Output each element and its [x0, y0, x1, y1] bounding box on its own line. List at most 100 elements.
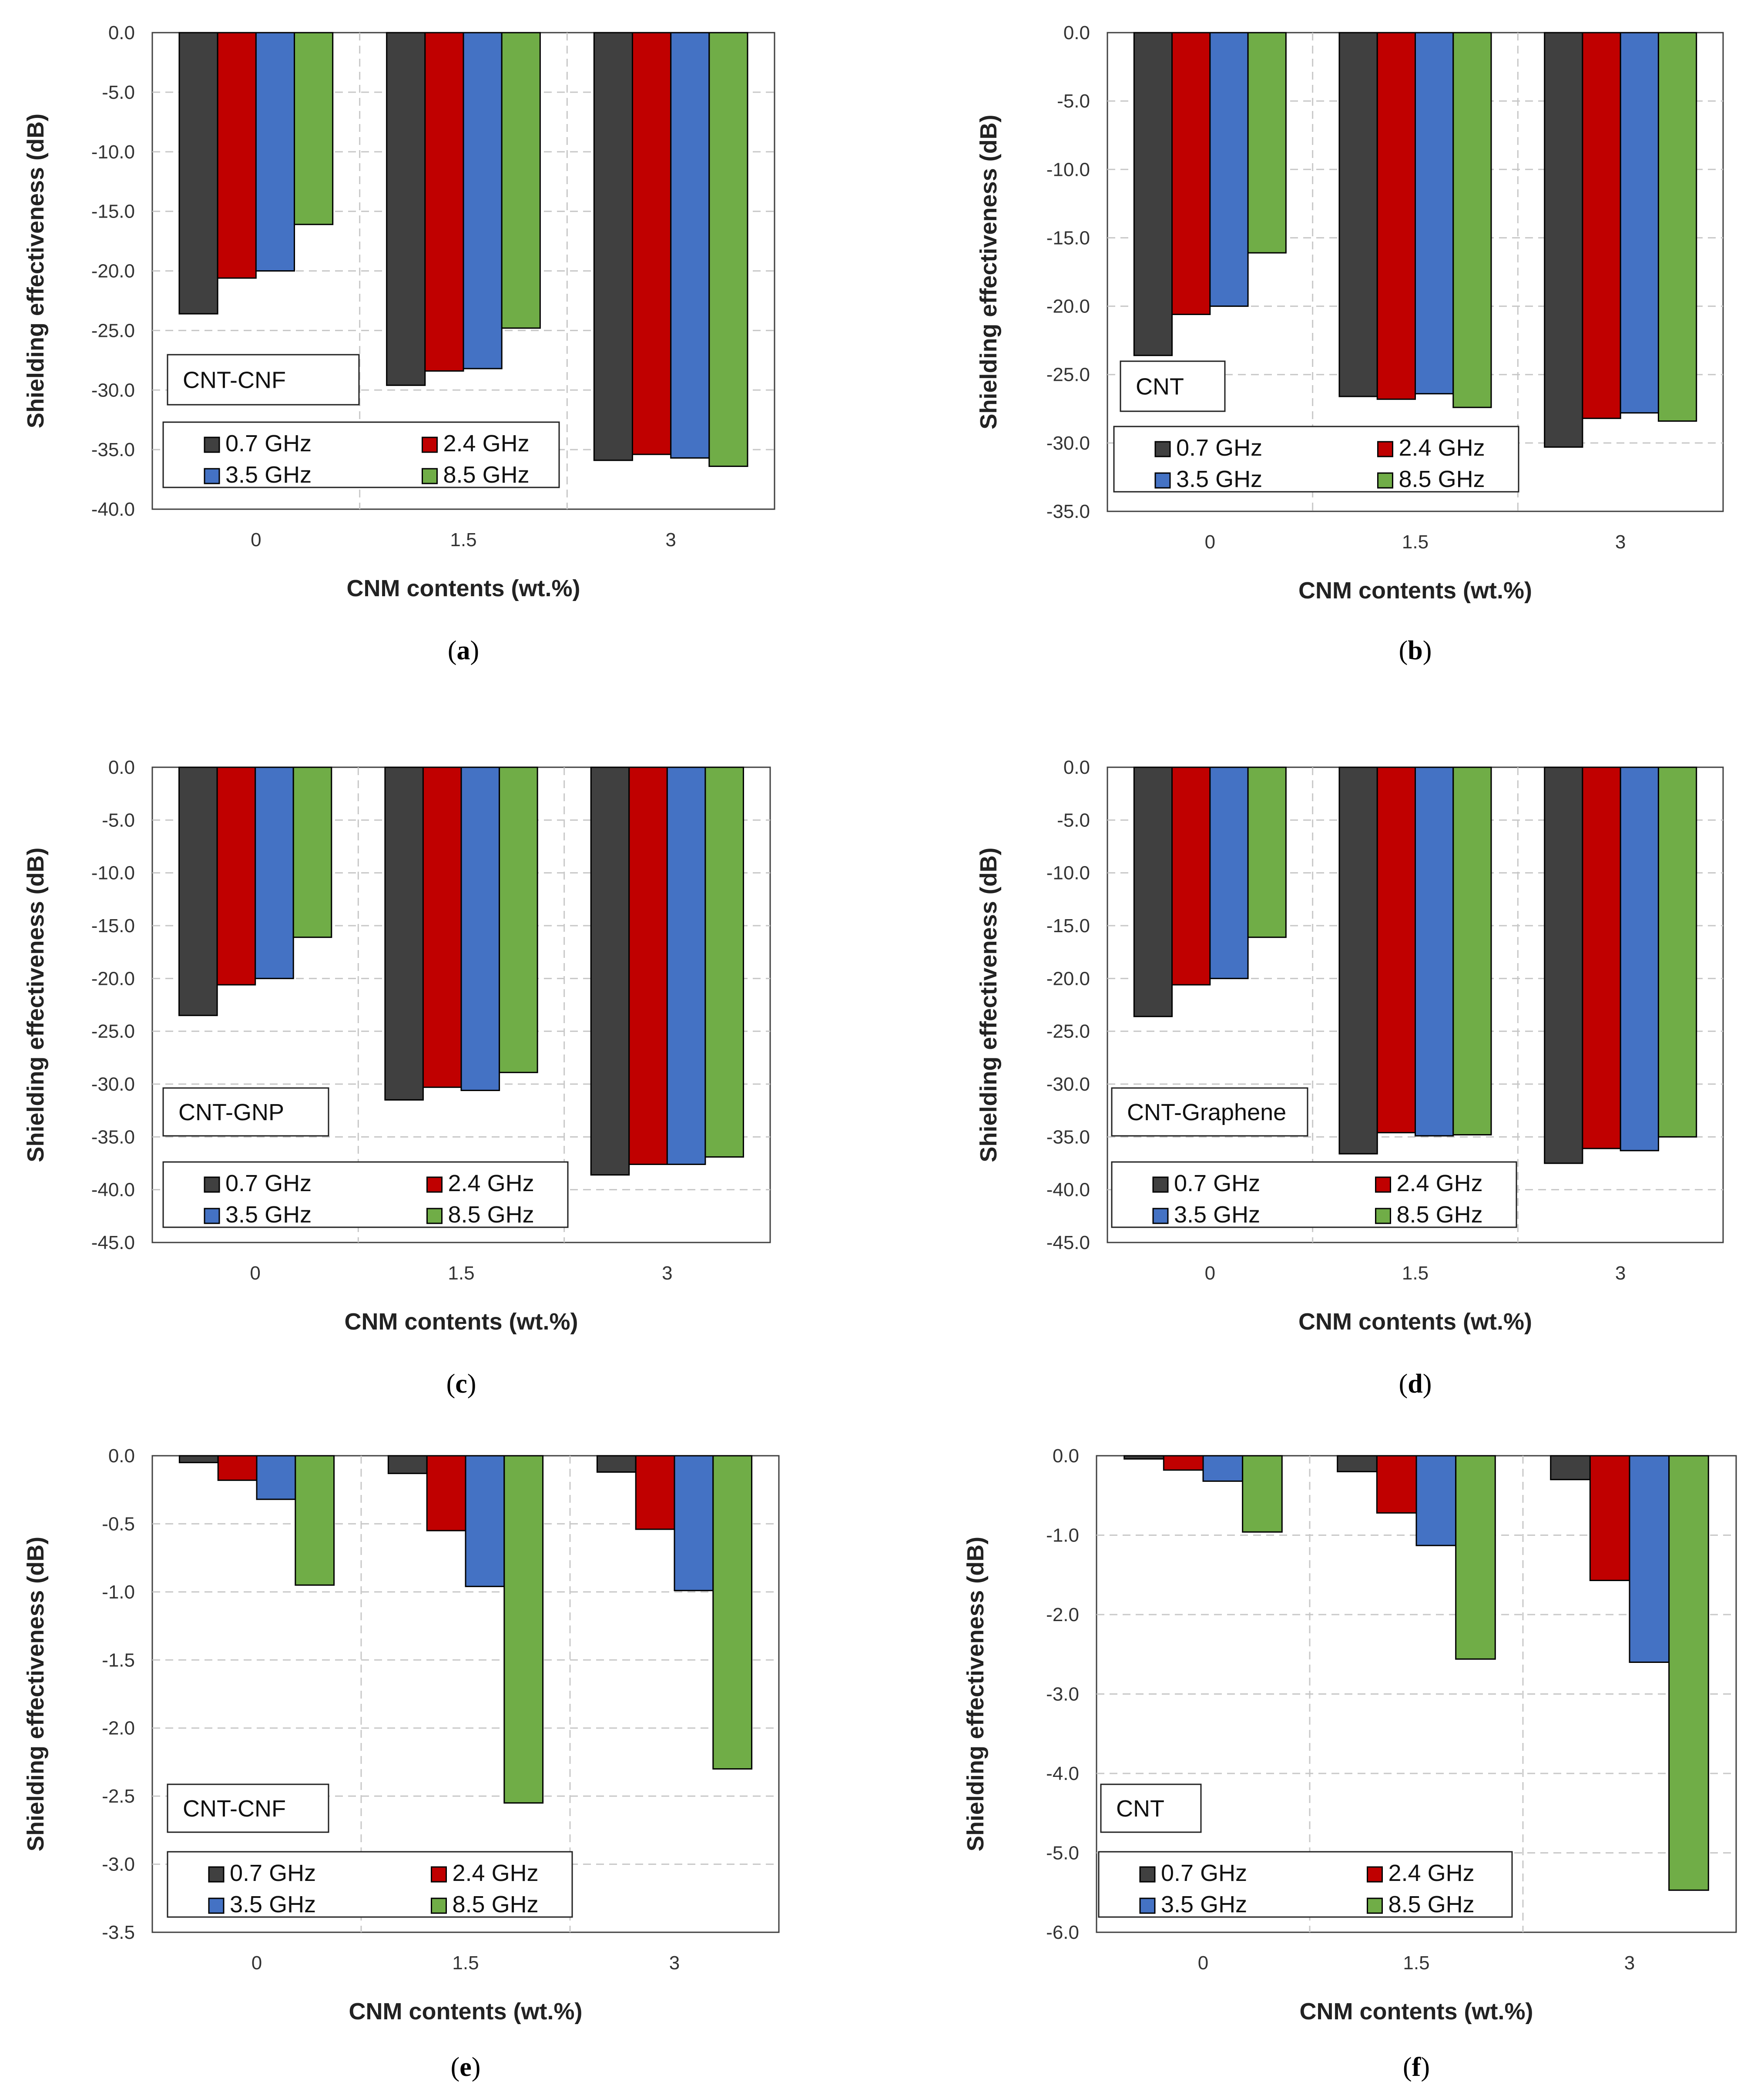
legend-entry-label: 2.4 GHz — [443, 430, 530, 457]
chart-panel-c: 0.0 -5.0 -10.0 -15.0 -20.0 -25.0 -30.0 -35.0 -40… — [23, 757, 771, 1399]
y-tick-label: -5.0 — [1046, 1843, 1079, 1864]
y-tick-label: 0.0 — [108, 757, 135, 778]
legend-swatch — [204, 468, 220, 484]
legend-entry-label: 3.5 GHz — [230, 1891, 316, 1917]
legend-entry-label: 8.5 GHz — [1399, 466, 1485, 492]
bar-0-7-ghz-3 — [593, 32, 633, 461]
x-tick-label: 3 — [1615, 531, 1626, 553]
bar-0-7-ghz-0 — [178, 766, 218, 1016]
y-tick-label: 0.0 — [108, 1445, 135, 1467]
y-tick-label: 0.0 — [1063, 22, 1090, 44]
bar-2-4-ghz-3 — [635, 1455, 675, 1530]
y-axis-title: Shielding effectiveness (dB) — [962, 1537, 989, 1851]
legend-entry-label: 2.4 GHz — [1399, 435, 1485, 461]
y-tick-label: -40.0 — [91, 1179, 135, 1201]
y-tick-label: -35.0 — [91, 439, 135, 460]
bar-3-5-ghz-3 — [674, 1455, 714, 1592]
bar-2-4-ghz-1-5 — [426, 1455, 466, 1531]
legend-box — [1111, 1161, 1517, 1228]
legend-box — [1098, 1851, 1513, 1918]
legend-swatch — [426, 1208, 443, 1224]
legend-entry-label: 3.5 GHz — [225, 462, 312, 488]
y-tick-label: -1.0 — [1046, 1525, 1079, 1546]
y-tick-label: -20.0 — [91, 261, 135, 282]
panel-caption: (b) — [1399, 636, 1432, 665]
chart-panel-e: 0.0 -0.5 -1.0 -1.5 -2.0 -2.5 -3.0 -3.5 0 1.5 3 CNM … — [23, 1445, 780, 2082]
inset-label: CNT-CNF — [183, 1796, 286, 1822]
x-tick-label: 1.5 — [452, 1952, 479, 1974]
y-tick-label: -15.0 — [91, 915, 135, 937]
legend-swatch — [1375, 1208, 1391, 1224]
y-tick-label: 0.0 — [1053, 1445, 1079, 1467]
y-tick-label: -2.0 — [102, 1718, 135, 1739]
y-tick-label: -2.0 — [1046, 1604, 1079, 1625]
bar-3-5-ghz-0 — [255, 32, 295, 272]
bar-2-4-ghz-0 — [217, 32, 257, 279]
y-tick-label: -40.0 — [1046, 1179, 1090, 1201]
legend-entry-label: 2.4 GHz — [453, 1860, 539, 1886]
legend-entry-label: 0.7 GHz — [225, 430, 312, 457]
x-tick-label: 0 — [1205, 531, 1215, 553]
inset-label-box — [1100, 1783, 1202, 1833]
bar-8-5-ghz-3 — [708, 32, 748, 467]
y-tick-label: -25.0 — [91, 1021, 135, 1042]
legend-entry-label: 8.5 GHz — [448, 1202, 534, 1228]
bar-3-5-ghz-0 — [1202, 1455, 1244, 1482]
bar-0-7-ghz-3 — [1550, 1455, 1591, 1481]
y-tick-label: -35.0 — [91, 1126, 135, 1148]
bar-2-4-ghz-0 — [1171, 32, 1211, 315]
legend-swatch — [1377, 472, 1393, 489]
x-tick-label: 1.5 — [1402, 531, 1429, 553]
legend-swatch — [204, 437, 220, 453]
panel-caption: (a) — [448, 636, 479, 665]
x-tick-label: 3 — [1624, 1952, 1635, 1974]
y-tick-label: -25.0 — [91, 320, 135, 341]
y-axis-title: Shielding effectiveness (dB) — [976, 847, 1002, 1162]
x-tick-label: 1.5 — [1402, 1263, 1429, 1284]
bar-2-4-ghz-3 — [631, 32, 672, 455]
y-tick-label: -5.0 — [1057, 91, 1090, 112]
legend-swatch — [1152, 1208, 1169, 1224]
chart-panel-d: 0.0 -5.0 -10.0 -15.0 -20.0 -25.0 -30.0 -35.0 -40… — [976, 757, 1724, 1399]
y-axis-title: Shielding effectiveness (dB) — [23, 114, 49, 428]
bar-3-5-ghz-3 — [666, 766, 706, 1165]
bar-3-5-ghz-0 — [255, 766, 294, 979]
bar-2-4-ghz-1-5 — [1376, 1455, 1417, 1514]
y-tick-label: -5.0 — [1057, 809, 1090, 831]
bar-2-4-ghz-3 — [628, 766, 668, 1165]
legend-entry-label: 0.7 GHz — [1174, 1170, 1260, 1196]
legend-swatch — [1152, 1176, 1169, 1193]
legend-swatch — [208, 1866, 225, 1883]
bar-3-5-ghz-1-5 — [463, 32, 503, 369]
legend-entry-label: 0.7 GHz — [230, 1860, 316, 1886]
y-tick-label: -35.0 — [1046, 501, 1090, 522]
bar-8-5-ghz-0 — [294, 32, 334, 225]
x-tick-label: 3 — [1615, 1263, 1626, 1284]
bar-2-4-ghz-3 — [1582, 766, 1621, 1149]
bar-2-4-ghz-3 — [1589, 1455, 1630, 1582]
x-axis-title: CNM contents (wt.%) — [345, 1309, 578, 1335]
y-tick-label: -4.0 — [1046, 1763, 1079, 1784]
inset-label: CNT-CNF — [183, 367, 286, 393]
x-axis-title: CNM contents (wt.%) — [1300, 1998, 1533, 2025]
inset-label-box — [1111, 1087, 1308, 1137]
x-tick-label: 1.5 — [1403, 1952, 1429, 1974]
bar-0-7-ghz-0 — [1133, 32, 1173, 356]
bar-2-4-ghz-1-5 — [1376, 766, 1416, 1134]
bar-8-5-ghz-3 — [1657, 32, 1697, 422]
legend-entry-label: 3.5 GHz — [1174, 1202, 1260, 1228]
y-tick-label: -3.0 — [102, 1854, 135, 1875]
y-tick-label: -30.0 — [1046, 1074, 1090, 1095]
y-tick-label: -40.0 — [91, 499, 135, 520]
panel-caption: (d) — [1399, 1369, 1432, 1399]
bar-0-7-ghz-3 — [590, 766, 630, 1176]
y-tick-label: -3.5 — [102, 1922, 135, 1943]
legend-swatch — [204, 1176, 220, 1193]
y-tick-label: -20.0 — [1046, 296, 1090, 317]
bar-0-7-ghz-3 — [1544, 766, 1583, 1164]
bar-8-5-ghz-3 — [1668, 1455, 1709, 1891]
bar-8-5-ghz-1-5 — [1452, 766, 1492, 1135]
y-tick-label: -3.0 — [1046, 1684, 1079, 1705]
x-axis-title: CNM contents (wt.%) — [347, 575, 580, 601]
bar-2-4-ghz-0 — [216, 766, 256, 986]
